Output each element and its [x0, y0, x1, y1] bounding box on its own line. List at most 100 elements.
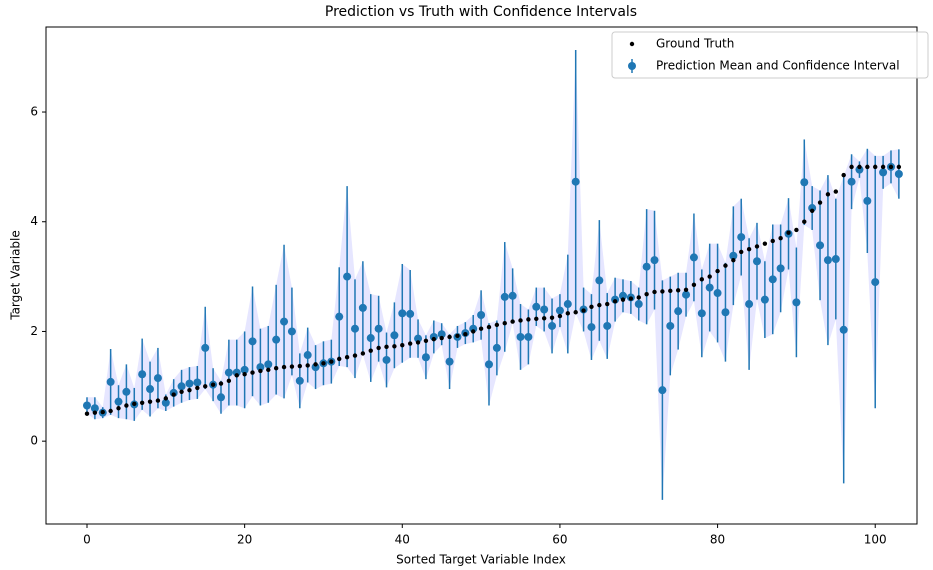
truth-point	[873, 164, 878, 170]
truth-point	[273, 366, 279, 371]
truth-point	[100, 409, 105, 415]
truth-point	[612, 299, 618, 304]
truth-point	[683, 287, 689, 292]
truth-point	[392, 344, 397, 349]
truth-point	[384, 344, 389, 350]
prediction-point	[697, 309, 706, 318]
x-tick-label: 60	[552, 533, 567, 547]
prediction-point	[760, 295, 769, 304]
truth-point	[620, 297, 626, 302]
prediction-point	[374, 324, 383, 333]
truth-point	[108, 408, 113, 414]
prediction-point	[555, 306, 564, 315]
legend-label: Ground Truth	[656, 37, 734, 51]
truth-point	[778, 235, 783, 241]
prediction-point	[674, 307, 683, 316]
truth-point	[124, 403, 129, 408]
prediction-point	[90, 404, 99, 413]
truth-point	[116, 406, 121, 411]
truth-point	[447, 334, 452, 340]
truth-point	[337, 356, 342, 362]
prediction-point	[729, 251, 738, 260]
prediction-point	[705, 283, 714, 292]
prediction-point	[682, 290, 691, 299]
prediction-point	[871, 278, 880, 287]
truth-point	[526, 317, 531, 322]
truth-point	[431, 336, 437, 342]
prediction-point	[437, 330, 446, 339]
truth-point	[541, 316, 547, 321]
prediction-point	[879, 168, 888, 177]
truth-point	[376, 345, 381, 351]
prediction-point	[500, 292, 509, 301]
prediction-point	[146, 385, 155, 394]
truth-point	[368, 348, 373, 353]
truth-point	[147, 399, 153, 404]
truth-point	[723, 263, 728, 268]
y-tick-label: 2	[30, 324, 38, 338]
truth-point	[242, 372, 247, 377]
truth-point	[305, 363, 310, 368]
truth-point	[415, 340, 421, 345]
prediction-point	[571, 177, 580, 186]
prediction-point	[477, 310, 486, 319]
prediction-point	[689, 253, 698, 262]
truth-point	[565, 311, 571, 316]
prediction-point	[287, 327, 296, 336]
prediction-point	[122, 387, 131, 396]
truth-point	[155, 398, 161, 403]
truth-point	[478, 326, 484, 331]
truth-point	[171, 392, 176, 397]
truth-point	[675, 288, 681, 293]
truth-point	[825, 192, 831, 197]
prediction-point	[390, 331, 399, 340]
y-axis-label: Target Variable	[9, 230, 23, 321]
prediction-point	[161, 398, 170, 407]
prediction-point	[634, 300, 643, 309]
truth-point	[471, 329, 476, 334]
truth-point	[486, 324, 492, 330]
prediction-point	[264, 360, 273, 369]
truth-point	[329, 359, 334, 364]
legend-marker	[628, 62, 636, 70]
prediction-point	[414, 334, 423, 343]
legend-label: Prediction Mean and Confidence Interval	[656, 59, 900, 73]
truth-point	[234, 373, 239, 378]
truth-point	[549, 315, 555, 320]
prediction-point	[398, 309, 407, 318]
prediction-point	[153, 374, 162, 383]
legend-marker	[629, 41, 635, 47]
prediction-point	[421, 353, 430, 362]
truth-point	[880, 164, 886, 170]
prediction-point	[831, 255, 840, 264]
prediction-point	[540, 305, 549, 314]
prediction-point	[516, 332, 525, 341]
truth-point	[896, 164, 902, 170]
plot-frame	[45, 26, 918, 525]
truth-point	[455, 333, 460, 339]
prediction-point	[272, 335, 281, 344]
truth-point	[809, 208, 815, 213]
prediction-point	[350, 324, 359, 333]
truth-point	[762, 241, 768, 246]
prediction-point	[618, 291, 627, 300]
confidence-band	[86, 50, 899, 500]
truth-point	[865, 164, 870, 170]
truth-point	[644, 291, 649, 297]
truth-point	[203, 384, 208, 389]
truth-point	[699, 277, 705, 282]
prediction-point	[256, 363, 265, 372]
prediction-point	[185, 379, 194, 388]
truth-point	[833, 189, 839, 194]
x-axis-label: Sorted Target Variable Index	[396, 553, 566, 567]
truth-point	[715, 268, 720, 274]
truth-point	[250, 370, 255, 375]
truth-point	[281, 364, 287, 370]
prediction-point	[248, 337, 257, 346]
truth-point	[739, 249, 744, 255]
truth-point	[786, 230, 791, 235]
prediction-point	[768, 275, 777, 284]
prediction-point	[445, 357, 454, 366]
truth-point	[817, 200, 823, 205]
